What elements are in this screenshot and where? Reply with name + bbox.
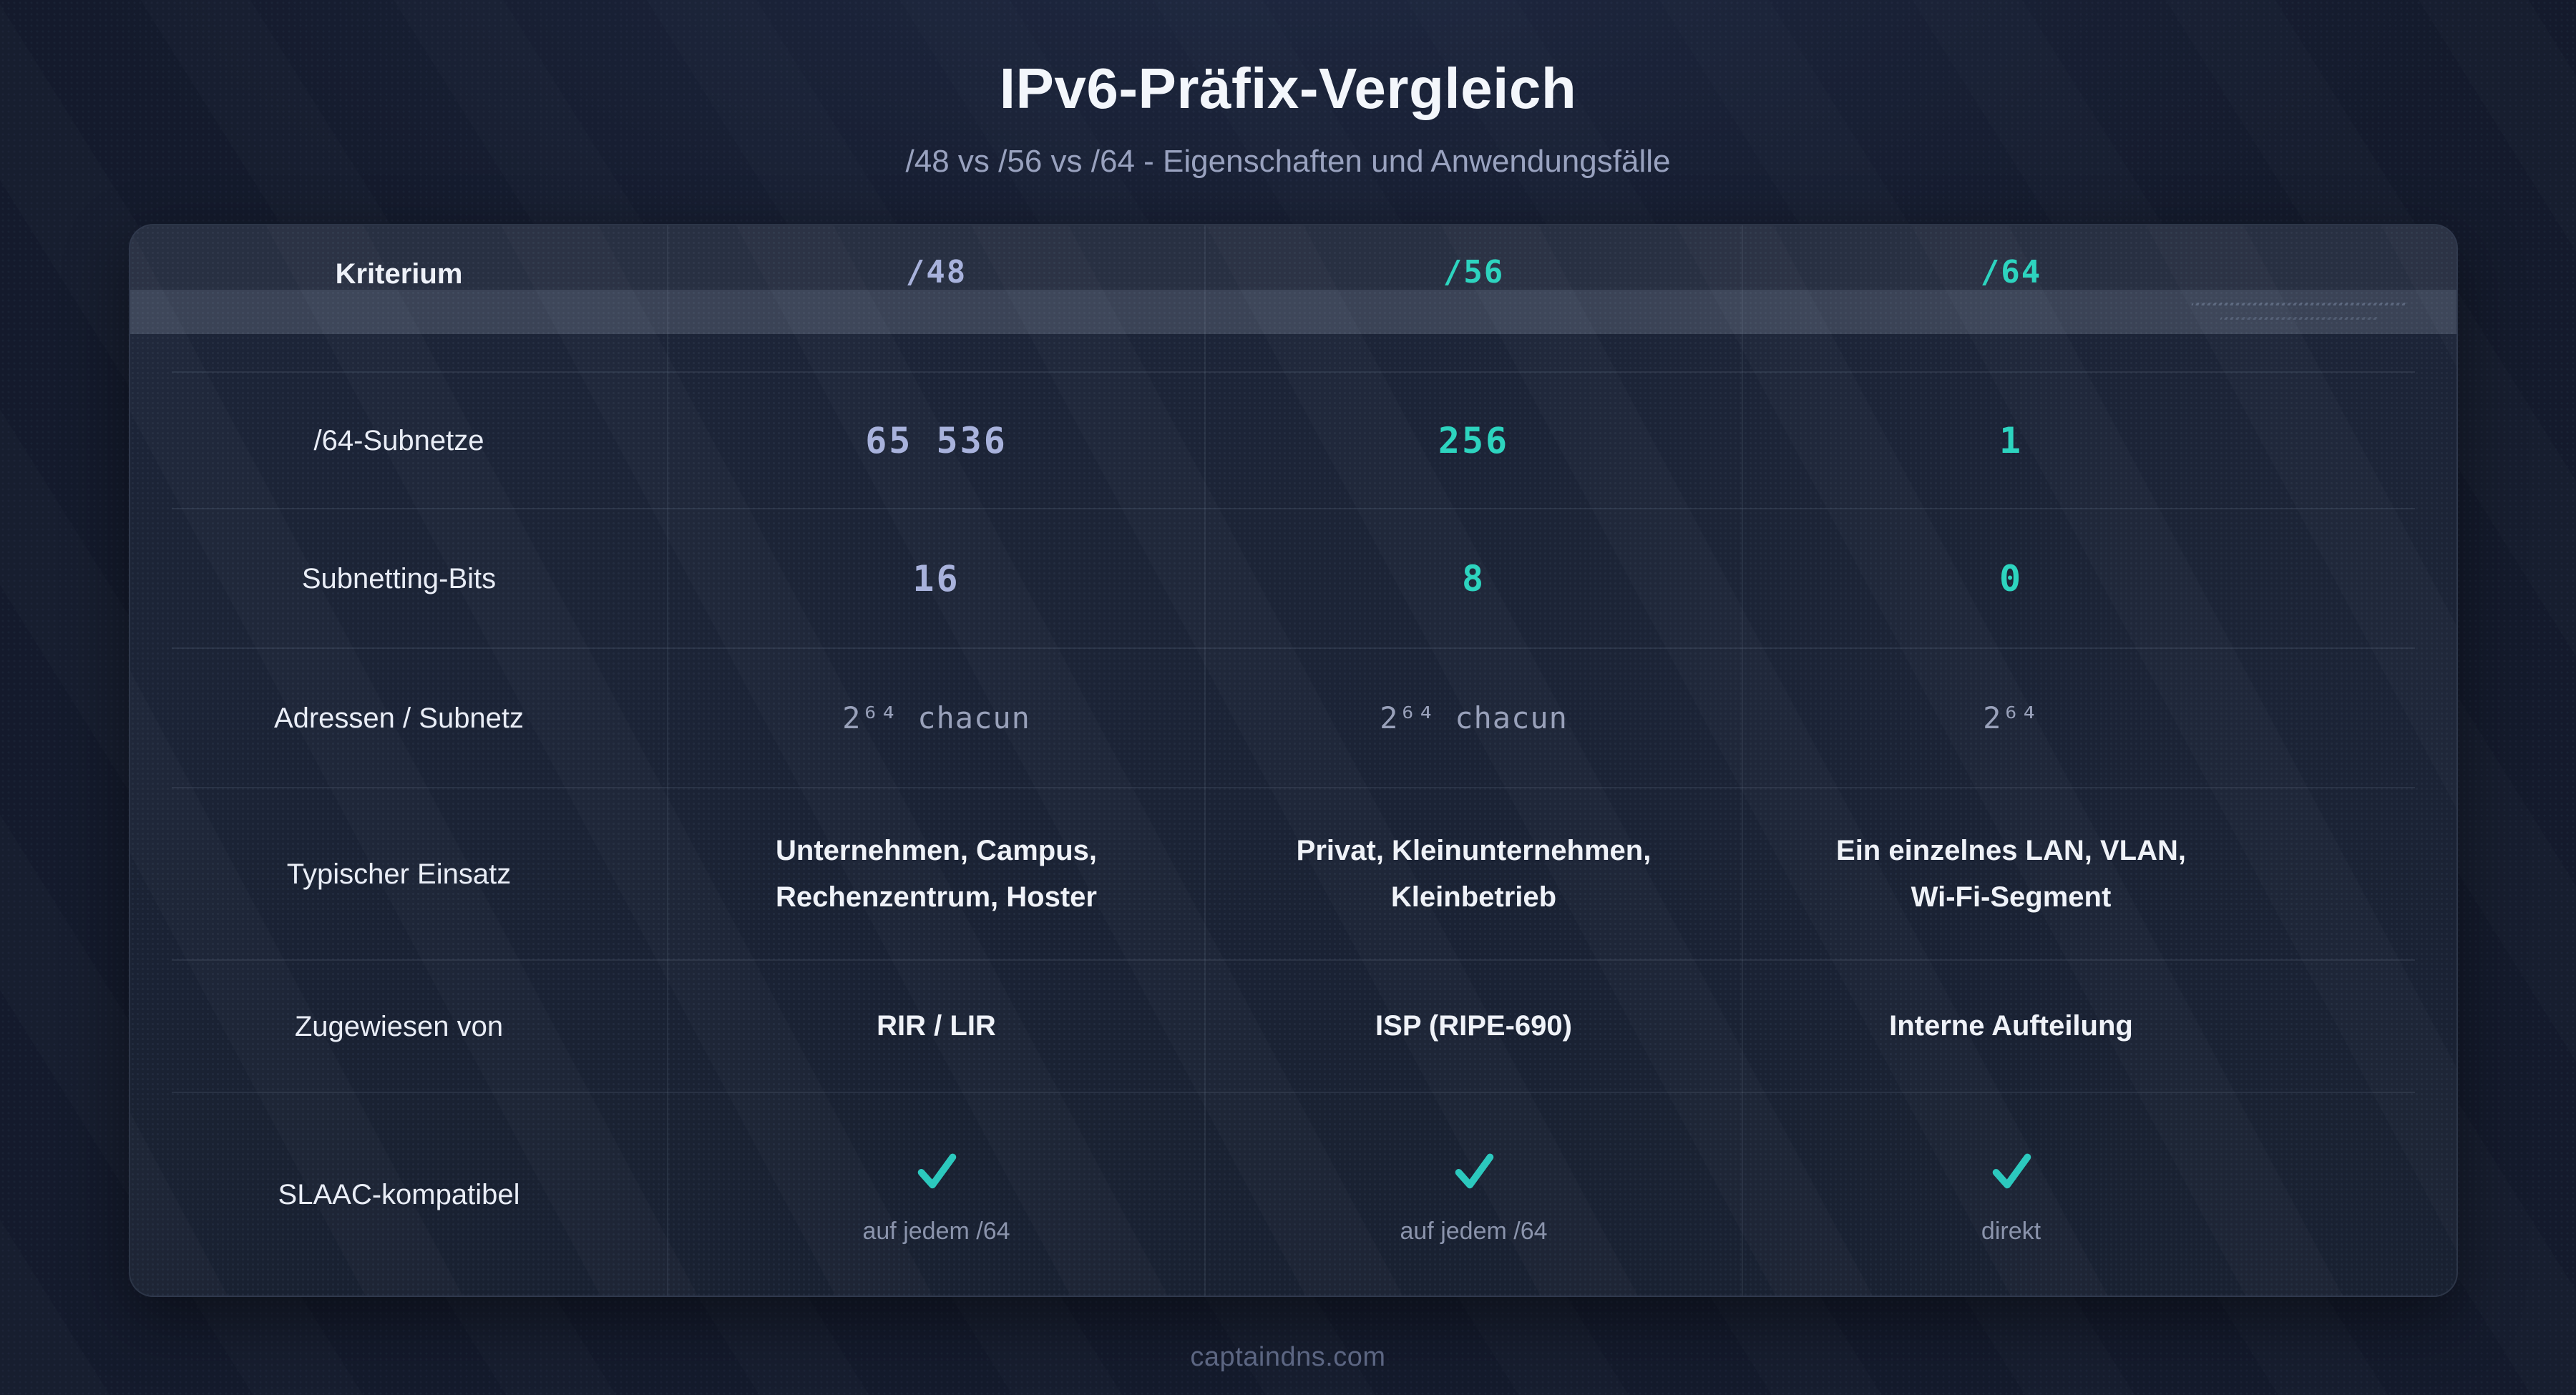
row-separator [172, 508, 2415, 509]
deco-dotted-bar [2190, 303, 2408, 305]
row-label: /64-Subnetze [313, 424, 484, 456]
deco-dotted-bar [2219, 317, 2379, 320]
row-label: Typischer Einsatz [286, 858, 512, 890]
comparison-card: Kriterium /48 /56 /64 /64-Subnetze 65 53… [129, 224, 2458, 1297]
row-separator [172, 787, 2415, 788]
value-cell: 65 536 [865, 419, 1008, 461]
header-cell-64: /64 [1980, 254, 2042, 290]
page-title: IPv6-Präfix-Vergleich [999, 57, 1577, 120]
row-label: Adressen / Subnetz [273, 702, 525, 734]
value-cell: auf jedem /64 [668, 1143, 1205, 1245]
value-cell: 1 [1999, 419, 2024, 461]
check-icon [1455, 1153, 1493, 1189]
value-cell: 16 [912, 557, 960, 599]
column-separator [1204, 225, 1206, 1296]
check-icon [917, 1153, 956, 1189]
header-highlight-stripe [130, 290, 2457, 334]
value-cell: 256 [1438, 419, 1510, 461]
header-cell-56: /56 [1443, 254, 1505, 290]
table-row-slaac-kompatibel: SLAAC-kompatibel auf jedem /64 auf jedem… [130, 1093, 2457, 1296]
check-icon [1992, 1153, 2031, 1189]
row-label: SLAAC-kompatibel [278, 1178, 520, 1210]
table-row-subnetting-bits: Subnetting-Bits 16 8 0 [130, 509, 2457, 647]
table-top-spacer [130, 334, 2457, 371]
value-cell: Interne Aufteilung [1889, 1010, 2133, 1042]
table-header-row: Kriterium /48 /56 /64 [130, 225, 2457, 290]
header-cell-kriterium: Kriterium [335, 258, 463, 290]
row-label: Subnetting-Bits [301, 562, 497, 594]
table-row-64-subnetze: /64-Subnetze 65 536 256 1 [130, 373, 2457, 508]
row-label: Zugewiesen von [294, 1010, 504, 1042]
row-separator [172, 371, 2415, 373]
column-separator [1742, 225, 1743, 1296]
value-cell: 2⁶⁴ [1983, 700, 2039, 735]
header-cell-48: /48 [905, 254, 967, 290]
value-cell: RIR / LIR [877, 1010, 996, 1042]
footer-watermark: captaindns.com [1190, 1342, 1386, 1372]
value-cell: Unternehmen, Campus, Rechenzentrum, Host… [776, 834, 1097, 913]
table-row-typischer-einsatz: Typischer Einsatz Unternehmen, Campus, R… [130, 788, 2457, 959]
value-cell: 8 [1461, 557, 1486, 599]
row-separator [172, 959, 2415, 961]
table-row-adressen-subnetz: Adressen / Subnetz 2⁶⁴ chacun 2⁶⁴ chacun… [130, 649, 2457, 787]
value-cell: Ein einzelnes LAN, VLAN, Wi-Fi-Segment [1836, 834, 2186, 913]
value-cell: direkt [1742, 1143, 2280, 1245]
value-cell: 2⁶⁴ chacun [842, 700, 1030, 735]
table-row-zugewiesen-von: Zugewiesen von RIR / LIR ISP (RIPE-690) … [130, 961, 2457, 1092]
column-separator [667, 225, 668, 1296]
value-cell: Privat, Kleinunternehmen, Kleinbetrieb [1296, 834, 1652, 913]
masthead: IPv6-Präfix-Vergleich /48 vs /56 vs /64 … [0, 0, 2576, 179]
value-cell: auf jedem /64 [1205, 1143, 1742, 1245]
row-separator [172, 647, 2415, 649]
page-subtitle: /48 vs /56 vs /64 - Eigenschaften und An… [905, 144, 1671, 179]
check-caption: auf jedem /64 [862, 1218, 1010, 1245]
check-caption: direkt [1981, 1218, 2041, 1245]
row-separator [172, 1092, 2415, 1093]
value-cell: ISP (RIPE-690) [1375, 1010, 1572, 1042]
check-caption: auf jedem /64 [1400, 1218, 1548, 1245]
value-cell: 0 [1999, 557, 2024, 599]
value-cell: 2⁶⁴ chacun [1380, 700, 1568, 735]
